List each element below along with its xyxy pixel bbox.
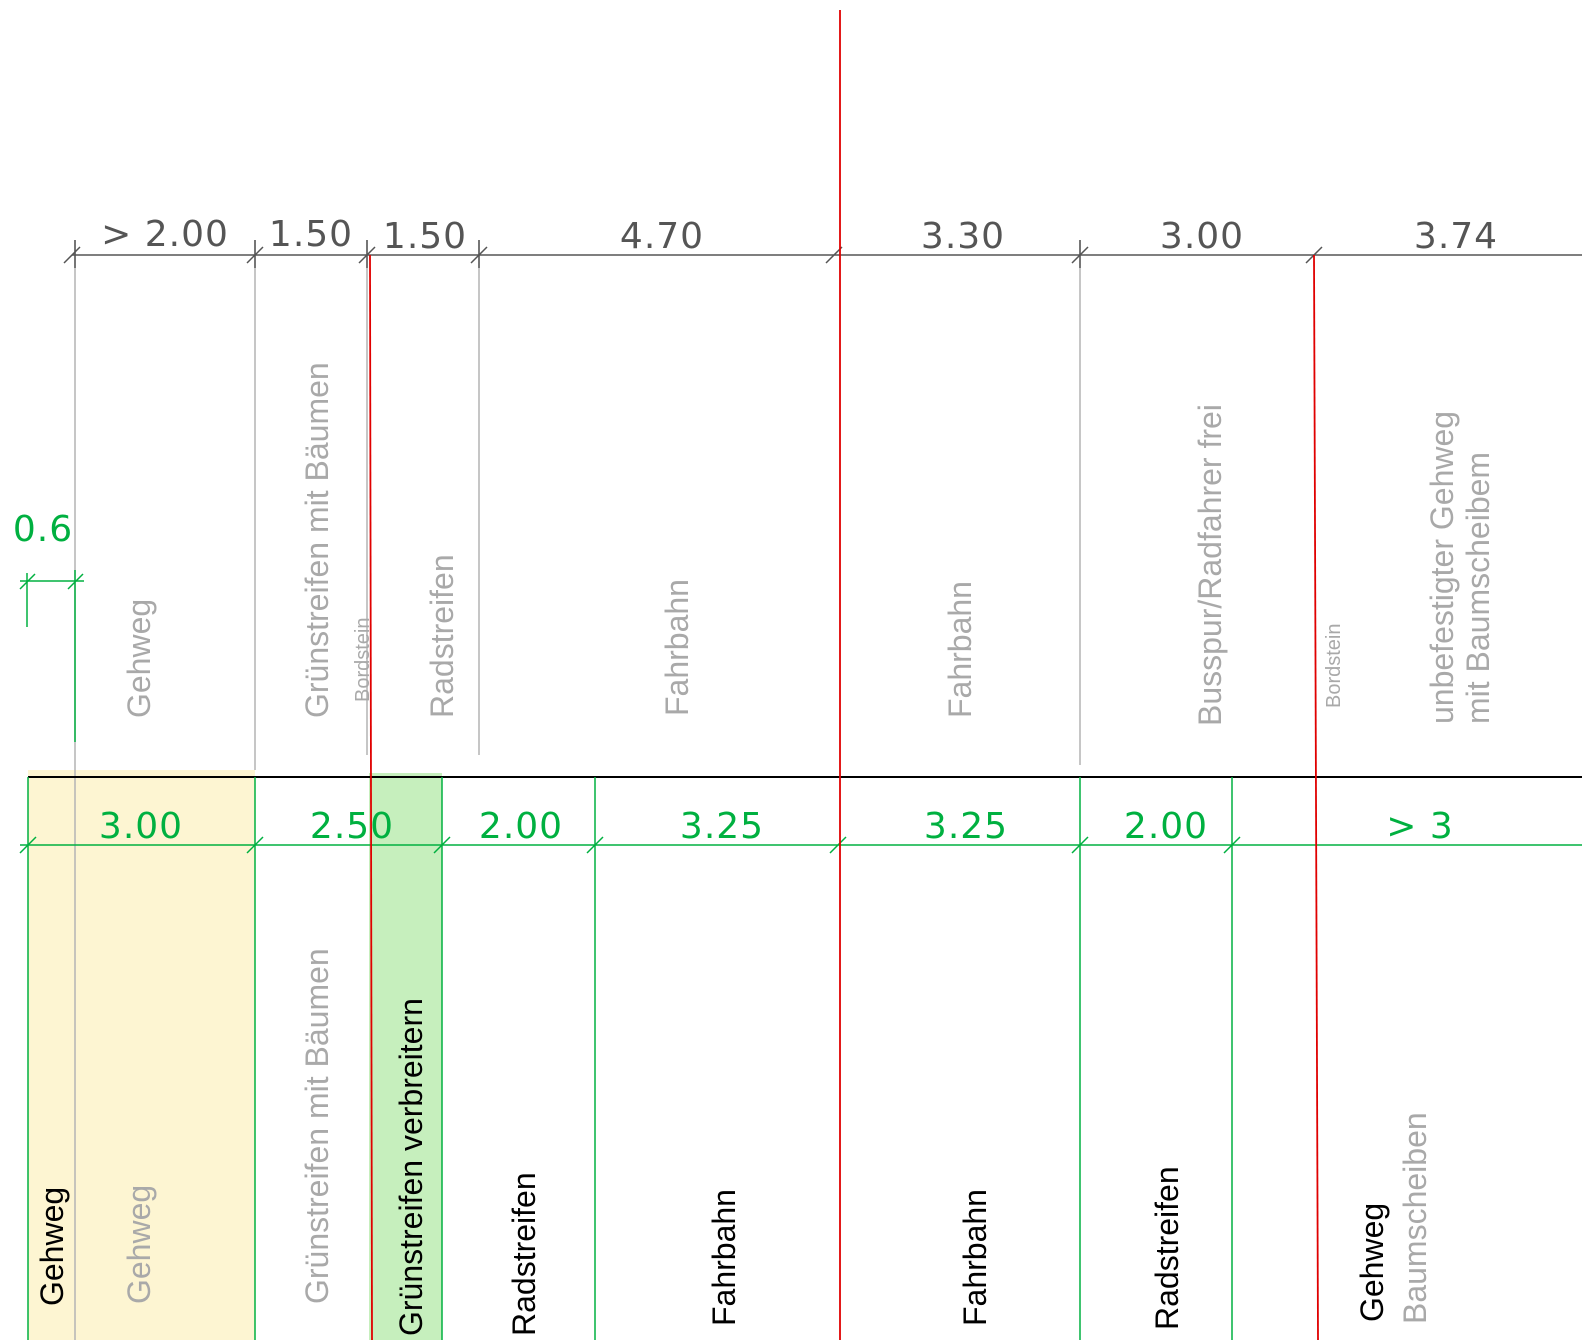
- tick-mark: [67, 573, 84, 590]
- existing-label-bordstein-left: Bordstein: [352, 618, 374, 703]
- planned-dim-7: > 3: [1386, 806, 1454, 847]
- tick-mark: [1071, 836, 1089, 854]
- existing-label-fahrbahn-right: Fahrbahn: [942, 581, 978, 718]
- existing-label-radstreifen: Radstreifen: [424, 554, 460, 718]
- planned-label-gehweg-gray: Gehweg: [121, 1185, 157, 1304]
- planned-dim-3: 2.00: [479, 806, 563, 847]
- red-reference-lines: [369, 10, 1319, 1340]
- existing-label-unbefestigt-line1: unbefestigter Gehweg: [1424, 411, 1460, 724]
- tick-mark: [19, 836, 37, 854]
- planned-dim-2: 2.50: [310, 806, 394, 847]
- gehweg-highlight: [28, 770, 255, 1340]
- existing-dim-3: 1.50: [383, 216, 467, 257]
- planned-label-gehweg-right: Gehweg: [1354, 1203, 1390, 1322]
- existing-label-gehweg: Gehweg: [121, 599, 157, 718]
- existing-dim-4: 4.70: [620, 216, 704, 257]
- planned-dividers: [27, 777, 1233, 1340]
- tick-mark: [246, 836, 264, 854]
- planned-dim-4: 3.25: [680, 806, 764, 847]
- planned-dim-1: 3.00: [99, 806, 183, 847]
- planned-label-fahrbahn-left: Fahrbahn: [706, 1189, 742, 1326]
- gruenstreifen-highlight: [369, 773, 442, 1340]
- planned-label-baumscheiben: Baumscheiben: [1397, 1112, 1433, 1324]
- offset-dimension-label: 0.6: [13, 509, 73, 550]
- planned-label-gruenstreifen-verbreitern: Grünstreifen verbreitern: [393, 998, 429, 1336]
- planned-label-fahrbahn-right: Fahrbahn: [957, 1189, 993, 1326]
- existing-label-bordstein-right: Bordstein: [1323, 624, 1345, 709]
- planned-dim-6: 2.00: [1124, 806, 1208, 847]
- curb-line-right: [1313, 254, 1319, 1340]
- existing-dim-6: 3.00: [1160, 216, 1244, 257]
- planned-dimension-line: [19, 836, 1582, 854]
- planned-label-gruenstreifen-gray: Grünstreifen mit Bäumen: [299, 948, 335, 1304]
- tick-mark: [586, 836, 604, 854]
- existing-dimension-line: [63, 240, 1582, 268]
- existing-dim-2: 1.50: [269, 214, 353, 255]
- existing-label-unbefestigt-line2: mit Baumscheibem: [1460, 452, 1496, 724]
- tick-mark: [63, 246, 81, 264]
- existing-dividers: [74, 240, 1081, 1340]
- planned-dim-5: 3.25: [924, 806, 1008, 847]
- curb-line-left: [369, 254, 373, 1340]
- planned-label-radstreifen-left: Radstreifen: [506, 1172, 542, 1336]
- planned-label-gehweg-black: Gehweg: [34, 1187, 70, 1306]
- existing-label-fahrbahn-left: Fahrbahn: [659, 579, 695, 716]
- existing-label-gruenstreifen: Grünstreifen mit Bäumen: [299, 362, 335, 718]
- existing-dim-1: > 2.00: [101, 214, 229, 255]
- tick-mark: [433, 836, 451, 854]
- planned-label-radstreifen-right: Radstreifen: [1149, 1166, 1185, 1330]
- existing-label-busspur: Busspur/Radfahrer frei: [1192, 404, 1228, 726]
- existing-dim-7: 3.74: [1414, 216, 1498, 257]
- existing-dim-5: 3.30: [921, 216, 1005, 257]
- tick-mark: [829, 836, 847, 854]
- tick-mark: [19, 573, 36, 590]
- offset-dimension: [19, 570, 84, 742]
- tick-mark: [1223, 836, 1241, 854]
